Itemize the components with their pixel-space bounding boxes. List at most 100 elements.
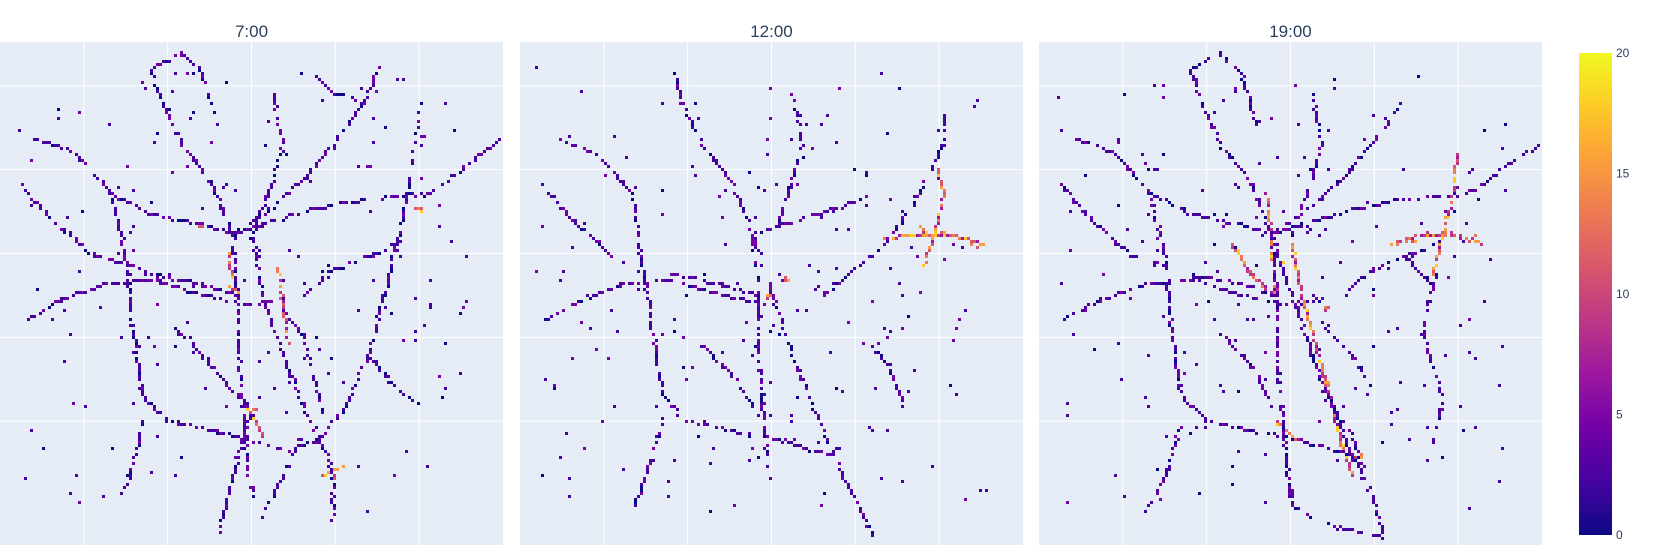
heatmap-cell xyxy=(571,144,574,147)
heatmap-cell xyxy=(222,210,225,213)
heatmap-cell xyxy=(898,390,901,393)
heatmap-cell xyxy=(1309,345,1312,348)
heatmap-cell xyxy=(733,504,736,507)
heatmap-cell xyxy=(697,117,700,120)
heatmap-cell xyxy=(84,405,87,408)
heatmap-cell xyxy=(721,294,724,297)
heatmap-cell xyxy=(210,102,213,105)
heatmap-cell xyxy=(1438,417,1441,420)
heatmap-cell xyxy=(1174,435,1177,438)
heatmap-cell xyxy=(781,279,784,282)
heatmap-cell xyxy=(772,438,775,441)
heatmap-cell xyxy=(1258,120,1261,123)
heatmap-cell xyxy=(270,324,273,327)
heatmap-cell xyxy=(883,360,886,363)
heatmap-cell xyxy=(1081,210,1084,213)
heatmap-cell xyxy=(33,138,36,141)
heatmap-cell xyxy=(1465,237,1468,240)
heatmap-cell xyxy=(724,294,727,297)
heatmap-cell xyxy=(285,153,288,156)
heatmap-cell xyxy=(417,111,420,114)
heatmap-cell xyxy=(559,456,562,459)
heatmap-cell xyxy=(357,165,360,168)
heatmap-cell xyxy=(1372,534,1375,537)
heatmap-cell xyxy=(1153,204,1156,207)
heatmap-cell xyxy=(625,186,628,189)
heatmap-cell xyxy=(832,207,835,210)
heatmap-cell xyxy=(156,276,159,279)
heatmap-cell xyxy=(1294,438,1297,441)
heatmap-cell xyxy=(799,147,802,150)
heatmap-cell xyxy=(757,300,760,303)
heatmap-cell xyxy=(1123,495,1126,498)
heatmap-cell xyxy=(282,312,285,315)
heatmap-cell xyxy=(1213,243,1216,246)
heatmap-cell xyxy=(1174,441,1177,444)
heatmap-cell xyxy=(976,99,979,102)
heatmap-cell xyxy=(721,168,724,171)
heatmap-cell xyxy=(1231,291,1234,294)
heatmap-cell xyxy=(1201,105,1204,108)
heatmap-cell xyxy=(381,297,384,300)
heatmap-cell xyxy=(838,87,841,90)
heatmap-cell xyxy=(1438,246,1441,249)
heatmap-cell xyxy=(1141,240,1144,243)
heatmap-cell xyxy=(832,450,835,453)
heatmap-cell xyxy=(390,258,393,261)
heatmap-cell xyxy=(1432,267,1435,270)
heatmap-cell xyxy=(781,210,784,213)
heatmap-cell xyxy=(1114,153,1117,156)
heatmap-cell xyxy=(1453,189,1456,192)
heatmap-cell xyxy=(1360,156,1363,159)
heatmap-cell xyxy=(1330,186,1333,189)
heatmap-cell xyxy=(1339,525,1342,528)
heatmap-cell xyxy=(1351,528,1354,531)
heatmap-cell xyxy=(799,114,802,117)
heatmap-cell xyxy=(685,378,688,381)
heatmap-cell xyxy=(267,189,270,192)
heatmap-cell xyxy=(1330,402,1333,405)
heatmap-cell xyxy=(129,288,132,291)
heatmap-cell xyxy=(1297,225,1300,228)
heatmap-cell xyxy=(213,192,216,195)
heatmap-cell xyxy=(1432,195,1435,198)
heatmap-cell xyxy=(694,129,697,132)
heatmap-cell xyxy=(1270,291,1273,294)
heatmap-cell xyxy=(1300,207,1303,210)
heatmap-cell xyxy=(333,267,336,270)
heatmap-cell xyxy=(886,132,889,135)
heatmap-cell xyxy=(1456,186,1459,189)
heatmap-cell xyxy=(1336,339,1339,342)
heatmap-cell xyxy=(787,342,790,345)
heatmap-cell xyxy=(1423,336,1426,339)
heatmap-cell xyxy=(1372,270,1375,273)
heatmap-cell xyxy=(808,396,811,399)
heatmap-cell xyxy=(1231,345,1234,348)
heatmap-cell xyxy=(240,438,243,441)
heatmap-cell xyxy=(574,144,577,147)
heatmap-cell xyxy=(402,339,405,342)
heatmap-cell xyxy=(1252,297,1255,300)
heatmap-cell xyxy=(273,219,276,222)
heatmap-cell xyxy=(1312,93,1315,96)
heatmap-cell xyxy=(1234,348,1237,351)
heatmap-cell xyxy=(1165,267,1168,270)
heatmap-cell xyxy=(691,126,694,129)
heatmap-cell xyxy=(1384,117,1387,120)
heatmap-cell xyxy=(634,219,637,222)
heatmap-cell xyxy=(1453,192,1456,195)
heatmap-cell xyxy=(1315,105,1318,108)
heatmap-cell xyxy=(213,189,216,192)
heatmap-cell xyxy=(288,450,291,453)
heatmap-cell xyxy=(817,450,820,453)
heatmap-cell xyxy=(192,156,195,159)
heatmap-cell xyxy=(312,441,315,444)
heatmap-cell xyxy=(739,288,742,291)
heatmap-cell xyxy=(342,201,345,204)
heatmap-cell xyxy=(637,231,640,234)
heatmap-cell xyxy=(1276,378,1279,381)
heatmap-cell xyxy=(1498,168,1501,171)
heatmap-cell xyxy=(1147,405,1150,408)
heatmap-cell xyxy=(958,237,961,240)
heatmap-cell xyxy=(1258,381,1261,384)
